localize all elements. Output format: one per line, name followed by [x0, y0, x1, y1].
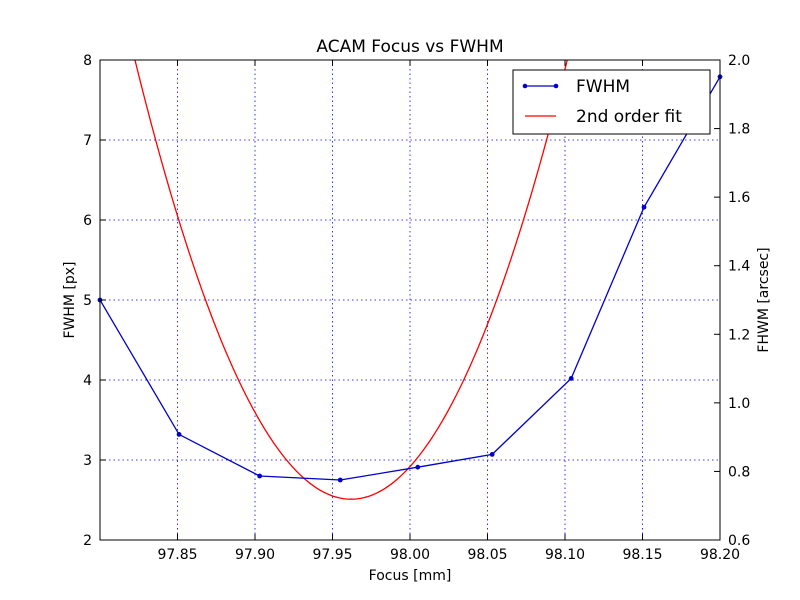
y-right-tick-label: 1.0	[728, 396, 750, 412]
legend-box	[512, 69, 711, 135]
legend: FWHM 2nd order fit	[512, 69, 711, 135]
chart-title: ACAM Focus vs FWHM	[316, 37, 503, 57]
y-tick-label: 8	[83, 53, 92, 69]
y-right-tick-label: 0.8	[728, 464, 750, 480]
y-right-tick-label: 0.6	[728, 533, 750, 549]
y-tick-label: 7	[83, 133, 92, 149]
legend-fwhm-marker-left	[522, 83, 528, 89]
x-tick-label: 97.85	[157, 547, 197, 563]
legend-fit-label: 2nd order fit	[576, 107, 682, 127]
fwhm-data-point	[415, 464, 421, 470]
y-right-tick-label: 1.6	[728, 190, 750, 206]
x-tick-label: 98.10	[545, 547, 585, 563]
series-fit-line	[134, 60, 568, 500]
y-axis-right-label: FHWM [arcsec]	[756, 247, 772, 352]
x-tick-label: 97.90	[235, 547, 275, 563]
y-right-tick-label: 1.2	[728, 327, 750, 343]
y-tick-label: 5	[83, 293, 92, 309]
x-tick-label: 98.20	[700, 547, 740, 563]
y-tick-label: 6	[83, 213, 92, 229]
y-tick-label: 4	[83, 373, 92, 389]
fwhm-data-point	[337, 477, 343, 483]
fwhm-data-point	[257, 473, 263, 479]
markers-layer	[97, 74, 723, 483]
fwhm-data-point	[568, 376, 574, 381]
y-right-tick-label: 1.4	[728, 259, 750, 275]
y-right-tick-label: 2.0	[728, 53, 750, 69]
y-tick-label: 3	[83, 453, 92, 469]
y-tick-label: 2	[83, 533, 92, 549]
legend-fwhm-label: FWHM	[576, 77, 630, 97]
fwhm-data-point	[641, 204, 647, 210]
grid	[100, 60, 720, 540]
y-axis-label: FWHM [px]	[62, 261, 78, 338]
x-axis-label: Focus [mm]	[369, 568, 452, 584]
y-right-tick-label: 1.8	[728, 122, 750, 138]
x-tick-label: 97.95	[312, 547, 352, 563]
ticks: 97.85 97.90 97.95 98.00 98.05 98.10 98.15 98.20…	[83, 53, 750, 563]
x-tick-label: 98.05	[467, 547, 507, 563]
x-tick-label: 98.00	[390, 547, 430, 563]
fwhm-data-point	[176, 432, 182, 437]
x-tick-label: 98.15	[622, 547, 662, 563]
legend-fwhm-marker-right	[553, 83, 559, 89]
fwhm-data-point	[489, 452, 495, 457]
